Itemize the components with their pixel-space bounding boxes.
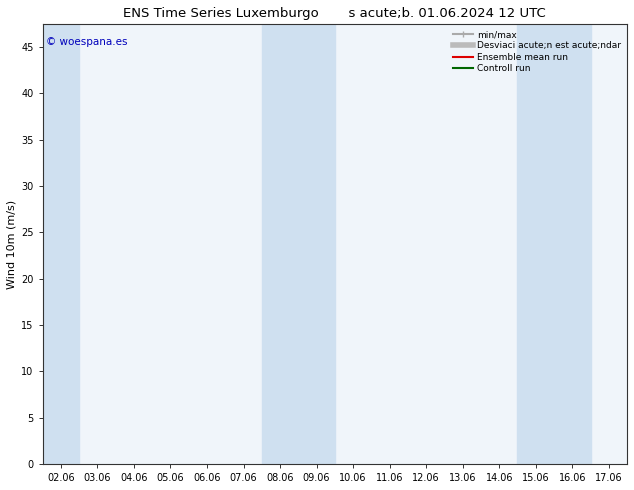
Bar — [262, 24, 335, 464]
Y-axis label: Wind 10m (m/s): Wind 10m (m/s) — [7, 199, 17, 289]
Bar — [517, 24, 590, 464]
Title: ENS Time Series Luxemburgo       s acute;b. 01.06.2024 12 UTC: ENS Time Series Luxemburgo s acute;b. 01… — [124, 7, 547, 20]
Text: © woespana.es: © woespana.es — [46, 37, 127, 47]
Legend: min/max, Desviaci acute;n est acute;ndar, Ensemble mean run, Controll run: min/max, Desviaci acute;n est acute;ndar… — [451, 28, 623, 75]
Bar — [42, 24, 79, 464]
